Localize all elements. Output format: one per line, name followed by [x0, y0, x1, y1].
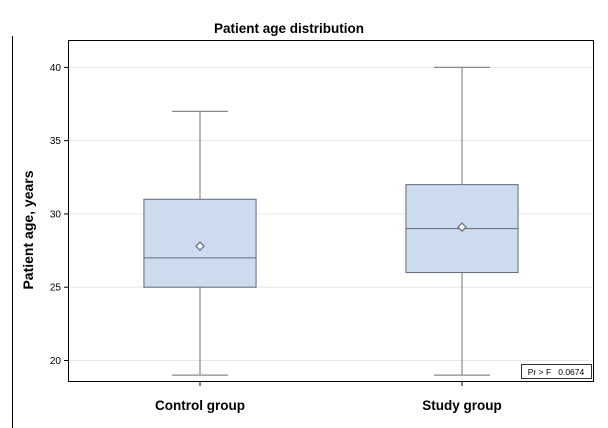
mean-marker: [457, 222, 467, 232]
stats-annotation: Pr > F 0.0674: [521, 364, 592, 379]
y-tick-label-30: 30: [50, 209, 62, 220]
plot-frame: [68, 40, 594, 382]
y-tick-label-20: 20: [50, 356, 62, 367]
mean-marker: [195, 241, 205, 252]
y-axis-label: Patient age, years: [20, 170, 36, 289]
box-control-group: [143, 110, 257, 376]
stats-annotation-text: Pr > F 0.0674: [528, 367, 585, 377]
y-tick-label-25: 25: [50, 283, 62, 294]
axes-group: 20 25 30 35 40 Control group Study group: [50, 63, 502, 413]
x-tick-label-control-group: Control group: [155, 398, 245, 413]
boxes-group: [143, 66, 519, 376]
x-tick-label-study-group: Study group: [422, 398, 502, 413]
box-study-group: [405, 66, 519, 376]
chart-title: Patient age distribution: [214, 21, 364, 36]
stats-annotation-box: [521, 364, 592, 379]
y-tick-label-35: 35: [50, 136, 62, 147]
y-tick-label-40: 40: [50, 63, 62, 74]
